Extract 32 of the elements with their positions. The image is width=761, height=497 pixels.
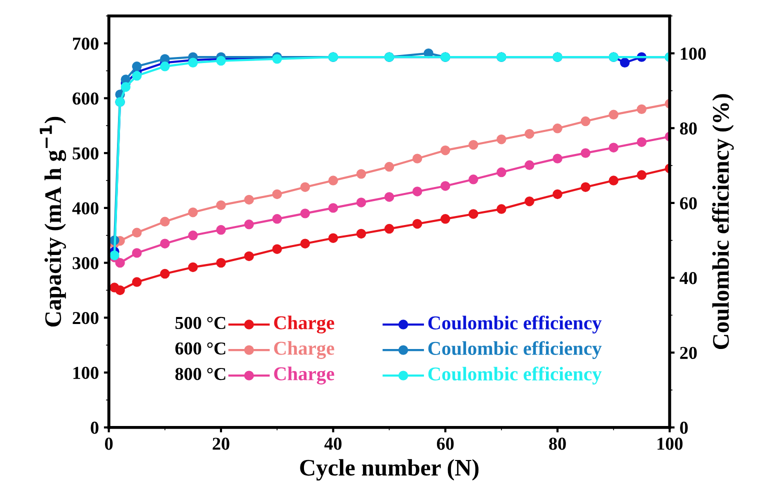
x-tick-label: 40 — [324, 438, 342, 450]
y-tick-label: 700 — [73, 38, 98, 50]
y-tick-label: 600 — [72, 92, 98, 105]
y2-tick-label: 60 — [680, 197, 697, 210]
x-tick-label: 60 — [436, 438, 454, 450]
legend-label: Charge — [274, 341, 334, 359]
annotation: 500 °C — [175, 316, 226, 330]
x-tick-label: 80 — [549, 438, 566, 450]
y-tick-label: 0 — [90, 422, 98, 434]
y-tick-label: 200 — [72, 312, 98, 324]
y-tick-label: 500 — [72, 147, 98, 160]
y2-tick-label: 40 — [680, 272, 697, 284]
annotation: 600 °C — [175, 342, 226, 355]
y2-axis-title: Coulombic efficiency (%) — [712, 94, 734, 350]
x-tick-label: 20 — [212, 438, 230, 450]
y-axis-title: Capacity (mA h g$^{−1}$) — [40, 116, 66, 327]
legend-label: Coulombic efficiency — [428, 366, 602, 385]
y2-tick-label: 100 — [680, 48, 706, 60]
y2-tick-label: 20 — [680, 346, 697, 360]
x-axis-title: Cycle number (N) — [300, 459, 478, 481]
y2-tick-label: 80 — [680, 122, 697, 135]
y2-tick-label: 0 — [680, 422, 688, 434]
x-tick-label: 100 — [658, 438, 683, 450]
x-tick-label: 0 — [104, 438, 113, 450]
legend-label: Charge — [274, 316, 334, 334]
y-tick-label: 100 — [73, 366, 98, 379]
legend-label: Coulombic efficiency — [428, 316, 602, 334]
annotation: 800 °C — [175, 368, 226, 380]
legend-label: Coulombic efficiency — [428, 341, 602, 359]
legend-label: Charge — [274, 366, 334, 384]
y-tick-label: 300 — [72, 257, 98, 270]
y-tick-label: 400 — [72, 202, 98, 214]
